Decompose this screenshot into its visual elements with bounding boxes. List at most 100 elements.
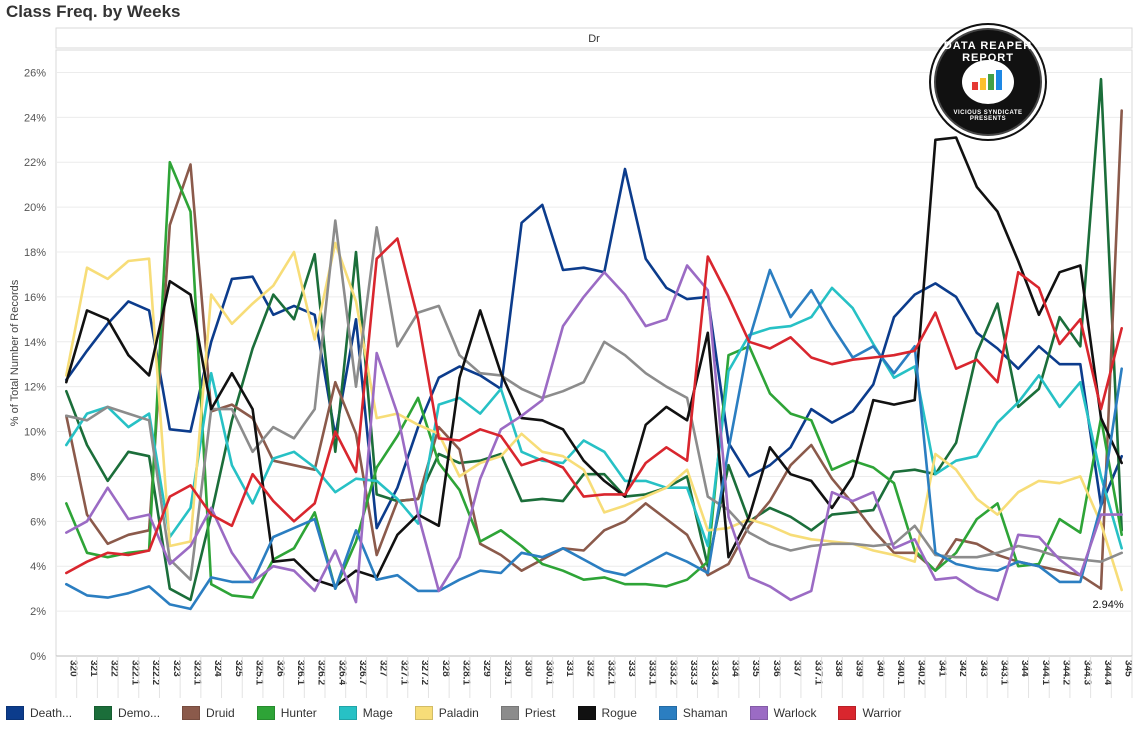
legend-item[interactable]: Rogue: [577, 706, 637, 720]
legend-label: Death...: [30, 706, 73, 720]
x-tick-label: 325: [233, 660, 244, 677]
x-tick-label: 326: [274, 660, 285, 677]
x-tick-label: 336: [771, 660, 782, 677]
series-line-warrior: [65, 237, 1123, 575]
x-tick-label: 322.2: [150, 660, 161, 685]
series-line-mage: [65, 286, 1123, 550]
x-tick-label: 341: [936, 660, 947, 677]
series-line-rogue: [65, 136, 1123, 588]
series-line-shaman: [65, 268, 1123, 611]
legend-item[interactable]: Shaman: [658, 706, 728, 720]
x-tick-label: 321: [88, 660, 99, 677]
logo-subtitle: VICIOUS SYNDICATE PRESENTS: [953, 110, 1023, 122]
legend-swatch: [338, 706, 357, 720]
legend-label: Warrior: [862, 706, 902, 720]
x-tick-label: 327.2: [419, 660, 430, 685]
legend-item[interactable]: Hunter: [256, 706, 317, 720]
x-tick-label: 323.1: [192, 660, 203, 685]
facet-header: [55, 27, 1133, 49]
legend-swatch: [414, 706, 433, 720]
x-tick-label: 343.1: [999, 660, 1010, 685]
legend-swatch: [577, 706, 596, 720]
legend-swatch: [500, 706, 519, 720]
x-tick-label: 330: [523, 660, 534, 677]
x-tick-label: 331: [564, 660, 575, 677]
x-tick-label: 344.1: [1040, 660, 1051, 685]
legend-item[interactable]: Death...: [6, 706, 72, 720]
x-tick-label: 329: [481, 660, 492, 677]
legend-label: Paladin: [438, 706, 479, 720]
series-line-warlock: [65, 264, 1123, 604]
y-tick-label: 20%: [24, 202, 46, 214]
x-tick-label: 342: [957, 660, 968, 677]
x-tick-label: 330.1: [543, 660, 554, 685]
x-tick-label: 326.2: [316, 660, 327, 685]
x-tick-label: 329.1: [502, 660, 513, 685]
x-tick-label: 339: [854, 660, 865, 677]
legend-swatch: [749, 706, 768, 720]
legend-item[interactable]: Druid: [182, 706, 235, 720]
x-tick-label: 322: [109, 660, 120, 677]
x-tick-label: 326.1: [295, 660, 306, 685]
legend-swatch: [256, 706, 275, 720]
x-tick-label: 322.1: [129, 660, 140, 685]
data-label-annotation: 2.94%: [1092, 599, 1123, 611]
x-tick-label: 324: [212, 660, 223, 677]
x-tick-label: 340.1: [895, 660, 906, 685]
legend-item[interactable]: Priest: [500, 706, 556, 720]
legend-label: Priest: [524, 706, 556, 720]
legend-label: Mage: [362, 706, 393, 720]
legend-item[interactable]: Paladin: [414, 706, 479, 720]
x-tick-label: 344.3: [1081, 660, 1092, 685]
legend-swatch: [658, 706, 677, 720]
y-tick-label: 6%: [30, 516, 46, 528]
logo-bar-2: [980, 78, 986, 90]
x-tick-label: 344.4: [1102, 660, 1113, 685]
x-tick-label: 327: [378, 660, 389, 677]
logo-chart-icon: [962, 60, 1014, 104]
x-tick-label: 337.1: [812, 660, 823, 685]
logo-bar-3: [988, 74, 994, 90]
legend-swatch: [94, 706, 113, 720]
data-reaper-logo: DATA REAPER REPORT VICIOUS SYNDICATE PRE…: [934, 28, 1042, 136]
y-tick-label: 10%: [24, 427, 46, 439]
y-tick-label: 12%: [24, 382, 46, 394]
legend-item[interactable]: Warrior: [838, 706, 901, 720]
series-line-priest: [65, 219, 1123, 582]
x-tick-label: 343: [978, 660, 989, 677]
x-tick-label: 332.1: [605, 660, 616, 685]
y-tick-label: 16%: [24, 292, 46, 304]
x-tick-label: 335: [750, 660, 761, 677]
x-tick-label: 332: [585, 660, 596, 677]
y-tick-label: 14%: [24, 337, 46, 349]
series-line-druid: [65, 109, 1123, 591]
logo-bar-1: [972, 82, 978, 90]
x-tick-label: 326.7: [357, 660, 368, 685]
legend-swatch: [6, 706, 24, 720]
x-tick-label: 345: [1123, 660, 1134, 677]
y-tick-label: 26%: [24, 67, 46, 79]
x-tick-label: 328.1: [461, 660, 472, 685]
legend-item[interactable]: Mage: [338, 706, 393, 720]
legend-label: Hunter: [280, 706, 317, 720]
legend-label: Rogue: [601, 706, 637, 720]
x-tick-label: 340: [874, 660, 885, 677]
legend-label: Druid: [206, 706, 235, 720]
x-tick-label: 340.2: [916, 660, 927, 685]
line-chart: Dr 0% 2% 4% 6% 8% 10% 12% 14% 16% 18% 20% 22% 24% 26%%…: [9, 27, 1134, 698]
y-axis-label: % of Total Number of Records: [9, 279, 21, 426]
x-tick-label: 325.1: [254, 660, 265, 685]
legend-item[interactable]: Warlock: [749, 706, 817, 720]
x-tick-label: 320: [67, 660, 78, 677]
x-tick-label: 333.2: [667, 660, 678, 685]
series-line-demo: [65, 77, 1123, 602]
legend-label: Shaman: [682, 706, 728, 720]
y-tick-label: 22%: [24, 157, 46, 169]
legend: Death... Demo... Druid Hunter Mage Paladin Pri…: [6, 706, 923, 720]
y-tick-label: 8%: [30, 471, 46, 483]
y-tick-label: 18%: [24, 247, 46, 259]
chart-title: Class Freq. by Weeks: [6, 2, 181, 21]
legend-item[interactable]: Demo...: [94, 706, 160, 720]
logo-title: DATA REAPER REPORT: [943, 40, 1033, 64]
legend-label: Warlock: [773, 706, 817, 720]
